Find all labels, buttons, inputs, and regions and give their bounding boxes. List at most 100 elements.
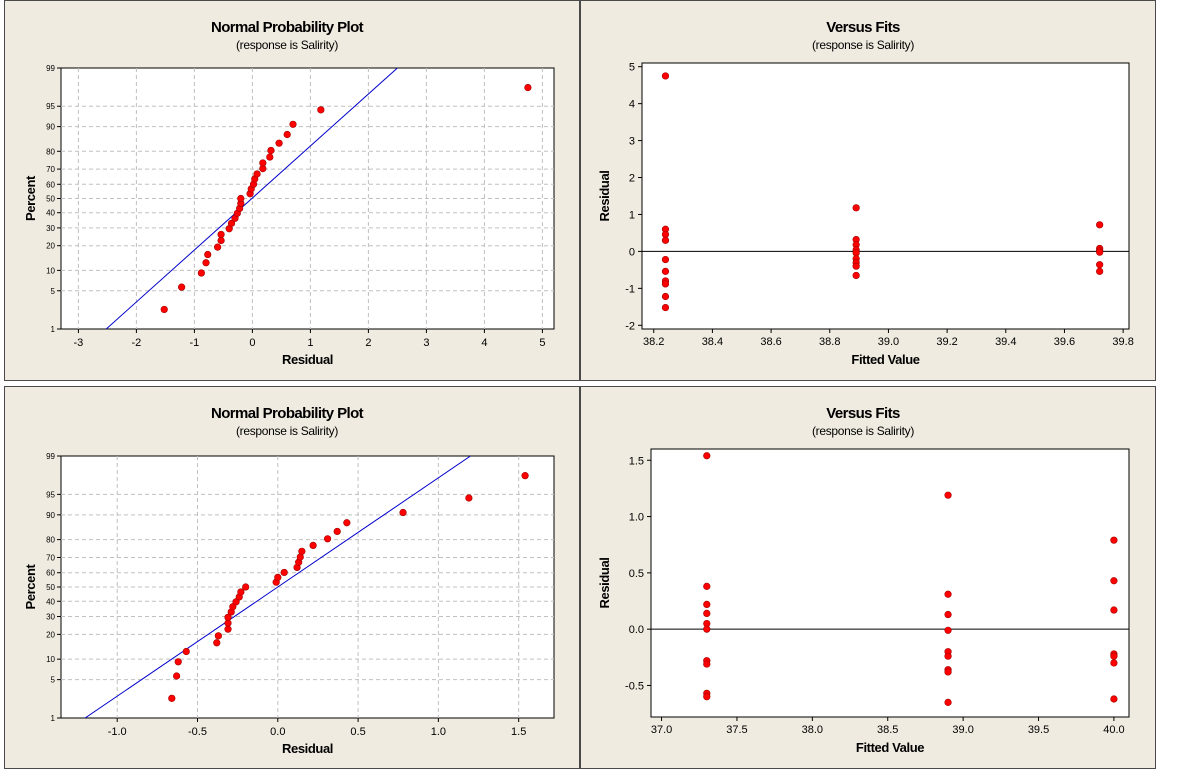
data-point [242, 583, 250, 591]
y-tick-label: 5 [51, 676, 56, 685]
x-tick-label: 39.8 [1112, 336, 1133, 348]
data-point [217, 236, 225, 245]
data-point [944, 491, 952, 499]
y-tick-label: 60 [46, 569, 55, 578]
x-tick-label: 0 [249, 337, 255, 349]
x-axis-label: Residual [282, 741, 333, 756]
data-point [323, 535, 332, 543]
data-point [661, 303, 670, 312]
plot-area [641, 62, 1130, 330]
data-point [197, 269, 205, 277]
y-tick-label: 50 [46, 583, 55, 592]
data-point [1110, 652, 1118, 660]
data-point [275, 139, 283, 147]
data-point [173, 672, 181, 680]
x-tick-label: -3 [74, 337, 84, 349]
chart-title: Versus Fits [826, 405, 900, 422]
data-point [333, 527, 341, 536]
y-tick-label: 80 [46, 147, 55, 156]
data-point [852, 204, 860, 212]
y-tick-label: 1 [629, 209, 635, 221]
y-tick-label: 0.0 [629, 624, 644, 636]
y-tick-label: 95 [46, 490, 55, 499]
y-tick-label: 99 [46, 452, 55, 461]
y-axis-label: Percent [23, 175, 38, 221]
data-point [944, 668, 952, 676]
y-axis-label: Residual [597, 171, 612, 222]
data-point [309, 541, 317, 549]
x-tick-label: 1 [307, 337, 313, 349]
y-tick-label: 4 [629, 99, 635, 111]
chart-title: Versus Fits [826, 19, 900, 36]
data-point [703, 600, 711, 608]
data-point [661, 230, 670, 239]
data-point [852, 249, 860, 257]
data-point [521, 472, 529, 480]
data-point [343, 519, 351, 527]
data-point [944, 652, 952, 660]
data-point [253, 170, 261, 178]
y-tick-label: -1 [625, 283, 635, 295]
chart-subtitle: (response is Salirity) [812, 38, 914, 52]
normal-probability-plot-2: -1.0 -0.5 0.0 0.5 1.0 1.5 1 5 10 20 30 40 50 60 70 80 90… [23, 405, 555, 756]
y-tick-label: 20 [46, 242, 55, 251]
y-tick-label: 70 [46, 165, 55, 174]
x-tick-label: -1.0 [108, 726, 127, 738]
data-point [214, 243, 222, 251]
data-point [280, 568, 288, 577]
x-tick-label: -1 [190, 337, 200, 349]
data-point [1110, 695, 1118, 703]
data-point [217, 230, 225, 239]
data-point [213, 639, 221, 647]
data-point [1096, 248, 1104, 256]
data-point [267, 146, 275, 155]
x-tick-label: 38.8 [819, 336, 840, 348]
y-tick-label: 30 [46, 224, 55, 233]
data-point [266, 153, 274, 161]
versus-fits-plot-1: 38.2 38.4 38.6 38.8 39.0 39.2 39.4 39.6 39.8 -2 -1… [597, 19, 1134, 367]
data-point [274, 573, 282, 581]
y-tick-label: 1.5 [629, 455, 644, 467]
chart-subtitle: (response is Salirity) [236, 38, 338, 52]
data-point [1110, 659, 1118, 667]
x-tick-label: 38.0 [802, 724, 823, 736]
data-point [661, 292, 670, 301]
x-tick-label: 38.2 [643, 336, 664, 348]
chart-subtitle: (response is Salirity) [236, 424, 338, 438]
y-tick-label: 3 [629, 136, 635, 148]
data-point [237, 194, 245, 203]
x-tick-label: 38.4 [702, 336, 723, 348]
data-point [852, 271, 860, 280]
y-tick-label: 80 [46, 536, 55, 545]
data-point [224, 625, 232, 633]
x-tick-label: 3 [423, 337, 429, 349]
data-point [944, 610, 952, 619]
data-point [204, 250, 212, 259]
data-point [160, 305, 168, 314]
x-tick-label: 39.4 [995, 336, 1016, 348]
y-tick-label: 20 [46, 630, 55, 639]
chart-subtitle: (response is Salirity) [812, 424, 914, 438]
x-tick-label: 39.5 [1028, 724, 1049, 736]
data-point [703, 452, 711, 460]
x-tick-label: 39.0 [878, 336, 899, 348]
data-point [524, 83, 532, 92]
data-point [399, 508, 407, 517]
y-axis-label: Residual [597, 558, 612, 609]
chart-title: Normal Probability Plot [211, 19, 364, 36]
data-point [202, 259, 210, 267]
data-point [661, 255, 670, 264]
data-point [661, 236, 670, 244]
data-point [1096, 261, 1104, 269]
data-point [214, 632, 222, 640]
y-tick-label: 95 [46, 102, 55, 111]
y-tick-label: 5 [51, 287, 56, 296]
fitted-line [105, 68, 398, 329]
y-tick-label: 70 [46, 553, 55, 562]
data-point [298, 547, 306, 555]
data-point [703, 625, 711, 633]
data-point [178, 283, 186, 291]
y-tick-label: 0 [629, 246, 635, 258]
chart-title: Normal Probability Plot [211, 405, 364, 422]
data-point [283, 130, 291, 139]
